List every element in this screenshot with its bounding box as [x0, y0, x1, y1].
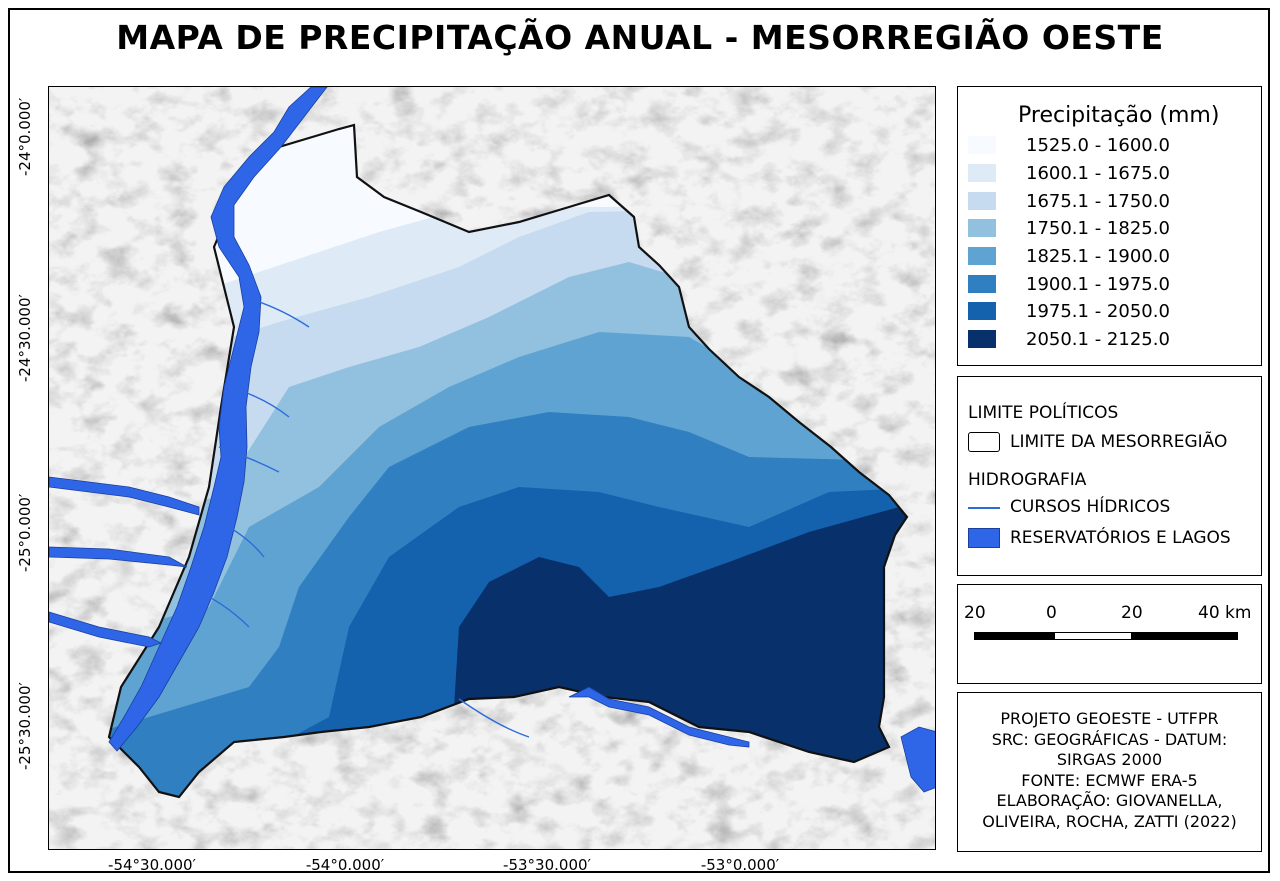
river-symbol [968, 507, 1000, 509]
legend-label-4: 1750.1 - 1825.0 [1026, 217, 1170, 239]
credit-line-5: ELABORAÇÃO: GIOVANELLA, [996, 791, 1223, 810]
legend-swatch-4 [968, 219, 996, 237]
legend-swatch-2 [968, 164, 996, 182]
legend-swatch-3 [968, 192, 996, 210]
scale-segment-2 [1054, 632, 1132, 640]
legend-class-3: 1675.1 - 1750.0 [968, 190, 1170, 212]
map-svg [49, 87, 935, 849]
legend-class-2: 1600.1 - 1675.0 [968, 162, 1170, 184]
scale-label-20: 20 [1121, 603, 1143, 623]
legend-class-5: 1825.1 - 1900.0 [968, 245, 1170, 267]
lat-label-25-30: -25°30.000′ [16, 682, 34, 770]
water-courses [188, 296, 530, 738]
legend-label-7: 1975.1 - 2050.0 [1026, 300, 1170, 322]
map-canvas[interactable] [48, 86, 936, 850]
precipitation-legend: Precipitação (mm) 1525.0 - 1600.0 1600.1… [957, 86, 1262, 366]
legend-label-3: 1675.1 - 1750.0 [1026, 190, 1170, 212]
river-5 [188, 586, 250, 628]
lake-arm-1 [49, 476, 200, 516]
lat-label-25-0: -25°0.000′ [16, 493, 34, 572]
credits-panel: PROJETO GEOESTE - UTFPR SRC: GEOGRÁFICAS… [957, 692, 1262, 852]
layers-legend: LIMITE POLÍTICOS LIMITE DA MESORREGIÃO H… [957, 376, 1262, 576]
lakes-label: RESERVATÓRIOS E LAGOS [1010, 528, 1231, 548]
legend-swatch-6 [968, 275, 996, 293]
legend-class-6: 1900.1 - 1975.0 [968, 273, 1170, 295]
lon-label-54-0: -54°0.000′ [305, 856, 385, 874]
legend-label-1: 1525.0 - 1600.0 [1026, 134, 1170, 156]
map-title: MAPA DE PRECIPITAÇÃO ANUAL - MESORREGIÃO… [116, 18, 1164, 57]
legend-title: Precipitação (mm) [1018, 103, 1220, 128]
river-2 [228, 386, 290, 418]
legend-class-7: 1975.1 - 2050.0 [968, 300, 1170, 322]
credit-line-6: OLIVEIRA, ROCHA, ZATTI (2022) [982, 811, 1237, 831]
legend-swatch-8 [968, 330, 996, 348]
scale-segment-1 [974, 632, 1054, 640]
mesoregion-boundary[interactable] [107, 123, 909, 799]
legend-swatch-5 [968, 247, 996, 265]
lat-label-24-30: -24°30.000′ [16, 294, 34, 382]
map-frame [8, 8, 1270, 873]
legend-label-5: 1825.1 - 1900.0 [1026, 245, 1170, 267]
legend-label-6: 1900.1 - 1975.0 [1026, 273, 1170, 295]
lake-symbol [968, 528, 1000, 548]
lat-label-24-0: -24°0.000′ [16, 97, 34, 176]
lake-arm-3 [49, 611, 163, 648]
legend-class-1: 1525.0 - 1600.0 [968, 134, 1170, 156]
scale-label-20-left: 20 [964, 603, 986, 623]
legend-class-8: 2050.1 - 2125.0 [968, 328, 1170, 350]
scale-segment-3 [1132, 632, 1238, 640]
political-heading: LIMITE POLÍTICOS [968, 403, 1119, 423]
hydro-heading: HIDROGRAFIA [968, 470, 1087, 490]
legend-swatch-1 [968, 136, 996, 154]
rivers-label: CURSOS HÍDRICOS [1010, 497, 1171, 517]
legend-class-4: 1750.1 - 1825.0 [968, 217, 1170, 239]
reservoirs-and-lakes [49, 87, 935, 793]
iguacu-river [568, 686, 750, 748]
lon-label-53-0: -53°0.000′ [700, 856, 780, 874]
boundary-symbol [968, 432, 1000, 452]
credit-line-2: SRC: GEOGRÁFICAS - DATUM: [991, 729, 1228, 749]
credit-line-3: SIRGAS 2000 [1056, 750, 1163, 769]
boundary-label: LIMITE DA MESORREGIÃO [1010, 432, 1228, 452]
credit-line-1: PROJETO GEOESTE - UTFPR [1000, 709, 1219, 728]
scale-bar-panel: 20 0 20 40 km [957, 584, 1262, 684]
lake-arm-2 [49, 546, 188, 568]
river-6 [458, 698, 530, 738]
legend-swatch-7 [968, 302, 996, 320]
river-3 [218, 446, 280, 473]
river-1 [243, 296, 310, 328]
legend-label-2: 1600.1 - 1675.0 [1026, 162, 1170, 184]
lon-label-53-30: -53°30.000′ [503, 856, 591, 874]
lake-east [900, 726, 935, 793]
scale-label-0: 0 [1046, 603, 1057, 623]
credits-text: PROJETO GEOESTE - UTFPR SRC: GEOGRÁFICAS… [958, 709, 1261, 832]
lon-label-54-30: -54°30.000′ [108, 856, 196, 874]
itaipu-reservoir[interactable] [108, 87, 328, 752]
scale-label-40km: 40 km [1198, 603, 1252, 623]
river-4 [208, 516, 265, 558]
credit-line-4: FONTE: ECMWF ERA-5 [1021, 770, 1198, 790]
legend-label-8: 2050.1 - 2125.0 [1026, 328, 1170, 350]
